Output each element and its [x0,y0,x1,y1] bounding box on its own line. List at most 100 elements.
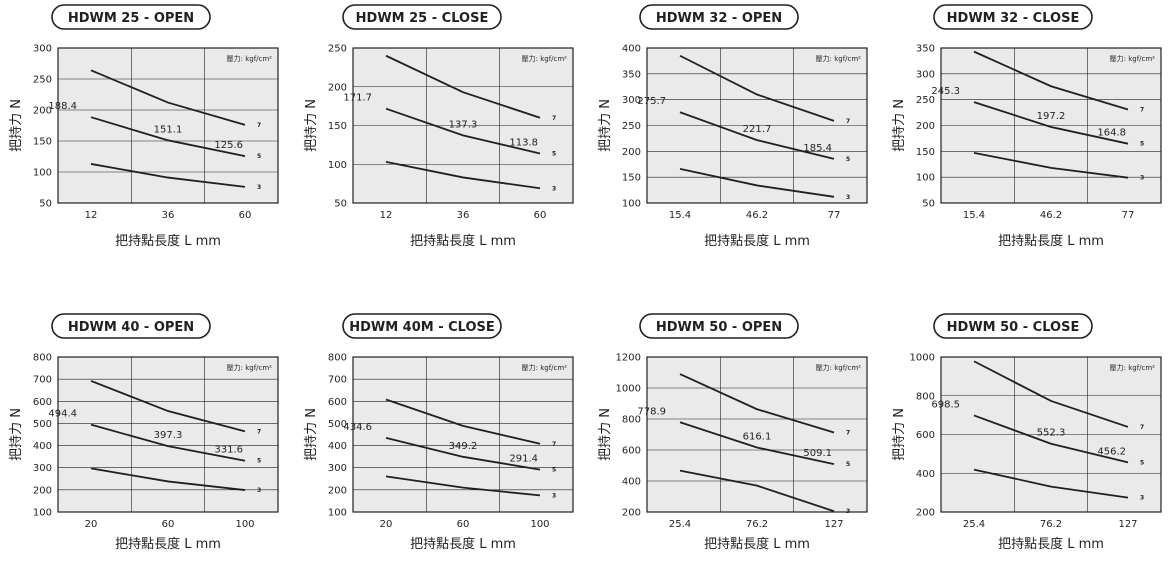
y-tick-label: 100 [622,199,641,210]
data-label: 113.8 [509,138,538,149]
x-axis-label: 把持點長度 L mm [410,536,516,552]
series-line-3 [90,467,246,491]
y-tick-label: 250 [33,75,52,86]
data-label: 331.6 [214,445,243,456]
series-label: 7 [552,441,556,448]
series-line-7 [90,69,246,126]
data-label: 778.9 [637,406,666,417]
data-label: 456.2 [1097,446,1126,457]
y-tick-label: 150 [622,173,641,184]
data-label: 151.1 [154,124,183,135]
series-line-5 [679,111,835,160]
series-line-7 [973,360,1129,428]
y-axis-label: 把持力 N [598,408,613,461]
x-tick-label: 36 [457,210,470,221]
plot-area [353,357,573,512]
series-line-3 [385,475,541,497]
x-axis-label: 把持點長度 L mm [704,233,810,249]
series-line-7 [385,398,541,445]
chart-panel: HDWM 32 - CLOSE 50 100 150 200 250 300 350 15.4 4… [892,4,1162,249]
y-tick-label: 250 [916,95,935,106]
y-tick-label: 800 [33,353,52,364]
y-tick-label: 300 [622,95,641,106]
y-tick-label: 600 [916,430,935,441]
x-tick-label: 46.2 [1040,210,1062,221]
pressure-legend-label: 壓力: kgf/cm² [227,54,273,63]
chart-title: HDWM 25 - OPEN [68,11,194,26]
y-axis-label: 把持力 N [9,408,24,461]
data-label: 616.1 [743,432,772,443]
series-line-5 [385,437,541,471]
plot-frame [646,47,868,204]
data-label: 349.2 [449,441,478,452]
x-tick-label: 100 [235,519,254,530]
series-label: 5 [846,156,850,163]
data-label: 245.3 [931,86,960,97]
x-tick-label: 12 [85,210,98,221]
data-label: 397.3 [154,430,183,441]
series-label: 3 [552,492,556,499]
series-label: 7 [257,122,261,129]
y-tick-label: 150 [33,137,52,148]
pressure-legend-label: 壓力: kgf/cm² [522,54,568,63]
data-label: 698.5 [931,399,960,410]
chart-title-badge [51,4,211,30]
series-label: 7 [846,118,850,125]
series-line-7 [679,373,835,434]
chart-panel: HDWM 25 - CLOSE 50 100 150 200 250 12 36 60 壓力: k… [304,4,574,249]
data-label: 185.4 [803,143,832,154]
chart-title-badge [342,313,502,339]
y-axis-label: 把持力 N [892,408,907,461]
series-label: 5 [552,151,556,158]
y-tick-label: 100 [916,173,935,184]
y-tick-label: 600 [328,397,347,408]
series-line-3 [679,168,835,198]
x-axis-label: 把持點長度 L mm [410,233,516,249]
y-tick-label: 800 [622,415,641,426]
data-label: 494.4 [48,409,77,420]
x-tick-label: 60 [239,210,252,221]
pressure-legend-label: 壓力: kgf/cm² [1110,363,1156,372]
chart-title: HDWM 25 - CLOSE [356,11,489,26]
y-tick-label: 200 [33,485,52,496]
x-tick-label: 76.2 [1040,519,1062,530]
series-label: 3 [257,184,261,191]
y-tick-label: 1200 [616,353,641,364]
y-tick-label: 300 [916,69,935,80]
series-line-7 [679,54,835,122]
data-label: 125.6 [214,140,243,151]
series-line-5 [90,116,246,158]
y-tick-label: 700 [33,375,52,386]
y-tick-label: 100 [33,508,52,519]
y-tick-label: 200 [622,508,641,519]
series-line-3 [973,151,1129,179]
series-line-5 [679,421,835,465]
y-tick-label: 500 [33,419,52,430]
chart-title-badge [933,313,1093,339]
y-axis-label: 把持力 N [9,99,24,152]
y-tick-label: 1000 [910,353,935,364]
y-axis-label: 把持力 N [892,99,907,152]
series-label: 7 [846,429,850,436]
series-label: 3 [1140,175,1144,182]
series-label: 7 [552,115,556,122]
chart-title-badge [933,4,1093,30]
y-tick-label: 600 [33,397,52,408]
y-tick-label: 400 [328,441,347,452]
x-axis-label: 把持點長度 L mm [115,536,221,552]
chart-panel: HDWM 32 - OPEN 100 150 200 250 300 350 400 15.4 4… [598,4,868,249]
chart-title-badge [342,4,502,30]
y-tick-label: 600 [622,446,641,457]
y-tick-label: 800 [916,391,935,402]
series-label: 7 [1140,424,1144,431]
chart-panel: HDWM 25 - OPEN 50 100 150 200 250 300 12 36 60 壓力:… [9,4,279,249]
x-tick-label: 36 [162,210,175,221]
series-label: 3 [846,194,850,201]
x-tick-label: 60 [162,519,175,530]
y-tick-label: 200 [33,106,52,117]
data-label: 137.3 [449,119,478,130]
x-axis-label: 把持點長度 L mm [998,536,1104,552]
pressure-legend-label: 壓力: kgf/cm² [816,54,862,63]
plot-frame [352,356,574,513]
